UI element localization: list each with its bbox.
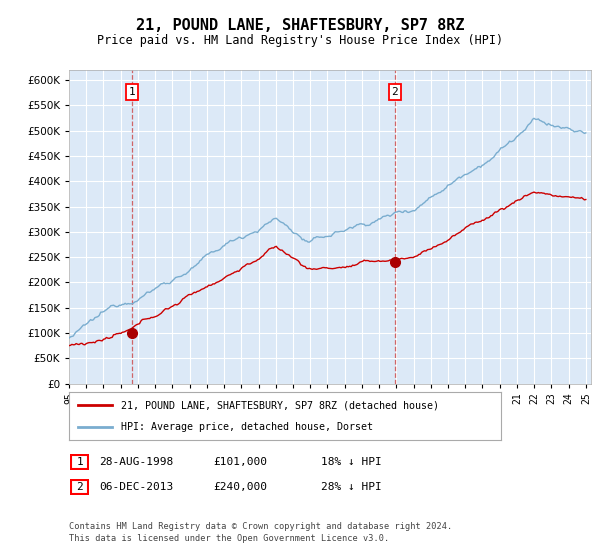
Text: 2: 2 [76, 482, 83, 492]
Text: 28% ↓ HPI: 28% ↓ HPI [321, 482, 382, 492]
Text: 18% ↓ HPI: 18% ↓ HPI [321, 457, 382, 467]
Text: 2: 2 [392, 87, 398, 97]
Text: 06-DEC-2013: 06-DEC-2013 [99, 482, 173, 492]
Text: Contains HM Land Registry data © Crown copyright and database right 2024.: Contains HM Land Registry data © Crown c… [69, 522, 452, 531]
Text: £101,000: £101,000 [213, 457, 267, 467]
Text: 28-AUG-1998: 28-AUG-1998 [99, 457, 173, 467]
Text: 21, POUND LANE, SHAFTESBURY, SP7 8RZ (detached house): 21, POUND LANE, SHAFTESBURY, SP7 8RZ (de… [121, 400, 439, 410]
Text: Price paid vs. HM Land Registry's House Price Index (HPI): Price paid vs. HM Land Registry's House … [97, 34, 503, 46]
Text: 1: 1 [129, 87, 136, 97]
Text: This data is licensed under the Open Government Licence v3.0.: This data is licensed under the Open Gov… [69, 534, 389, 543]
Text: £240,000: £240,000 [213, 482, 267, 492]
Text: 1: 1 [76, 457, 83, 467]
Text: 21, POUND LANE, SHAFTESBURY, SP7 8RZ: 21, POUND LANE, SHAFTESBURY, SP7 8RZ [136, 18, 464, 33]
Text: HPI: Average price, detached house, Dorset: HPI: Average price, detached house, Dors… [121, 422, 373, 432]
